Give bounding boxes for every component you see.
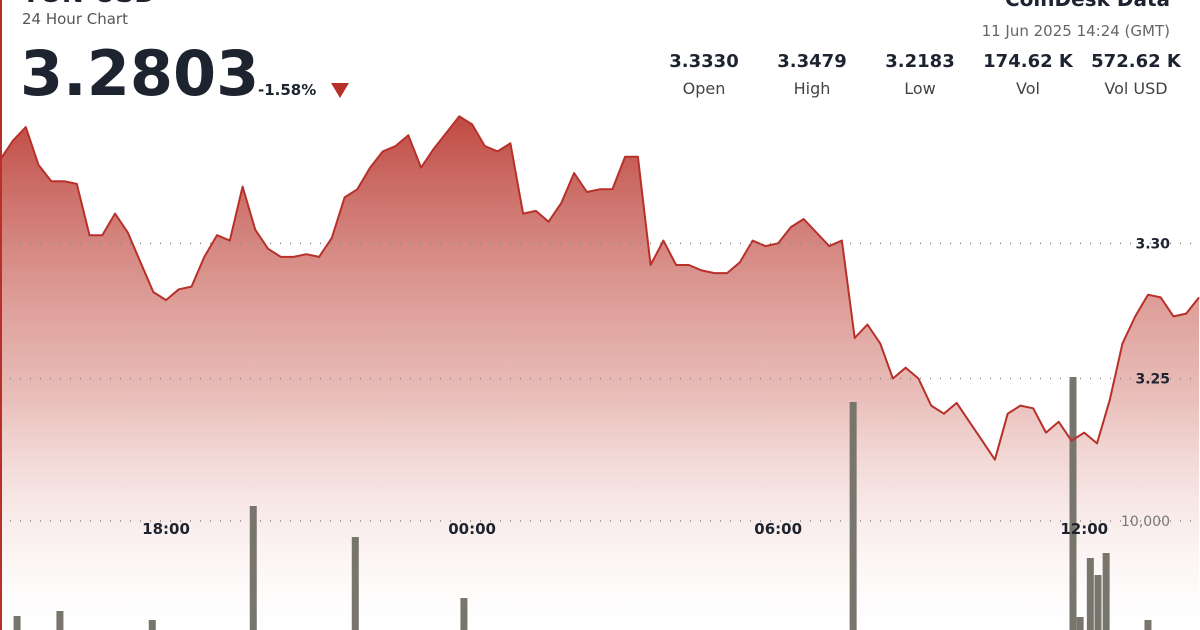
area bbox=[0, 116, 1199, 630]
timestamp: 11 Jun 2025 14:24 (GMT) bbox=[982, 22, 1170, 40]
x-tick-label: 12:00 bbox=[1060, 520, 1108, 538]
volume-bar bbox=[1102, 553, 1110, 630]
volume-bar bbox=[1076, 616, 1084, 630]
volume-bar bbox=[460, 597, 468, 630]
price: 3.2803 bbox=[20, 37, 259, 110]
x-tick-label: 00:00 bbox=[448, 520, 496, 538]
change: -1.58% bbox=[258, 81, 316, 99]
volume-bar bbox=[148, 620, 156, 630]
x-tick-label: 06:00 bbox=[754, 520, 802, 538]
stat-label: High bbox=[794, 79, 831, 98]
volume-bar bbox=[1069, 377, 1077, 630]
price-line bbox=[0, 115, 1200, 461]
stat-label: Vol USD bbox=[1104, 79, 1167, 98]
stat-label: Vol bbox=[1016, 79, 1040, 98]
volume-bar bbox=[1086, 557, 1094, 630]
y2-tick-label: 10,000 bbox=[1121, 514, 1170, 530]
volume-bar bbox=[1094, 575, 1102, 630]
stat-value: 174.62 K bbox=[983, 51, 1074, 72]
stat-value: 572.62 K bbox=[1091, 51, 1182, 72]
stat-value: 3.2183 bbox=[885, 51, 954, 72]
left-edge bbox=[0, 0, 2, 630]
y-tick-label: 3.25 bbox=[1135, 372, 1170, 388]
volume-bar bbox=[849, 402, 857, 630]
volume-bar bbox=[1144, 620, 1152, 630]
stat-value: 3.3479 bbox=[777, 51, 846, 72]
brand: CoinDesk Data bbox=[1005, 0, 1170, 11]
volume-bar bbox=[56, 611, 64, 630]
stat-value: 3.3330 bbox=[669, 51, 738, 72]
subtitle: 24 Hour Chart bbox=[22, 10, 128, 28]
volume-bar bbox=[351, 537, 359, 630]
stat-label: Low bbox=[904, 79, 936, 98]
volume-bar bbox=[249, 506, 257, 630]
volume-bar bbox=[13, 616, 21, 630]
x-tick-label: 18:00 bbox=[142, 520, 190, 538]
chart-title: TON-USD bbox=[22, 0, 156, 9]
stat-label: Open bbox=[683, 79, 726, 98]
y-tick-label: 3.30 bbox=[1135, 236, 1170, 252]
down-arrow bbox=[331, 83, 349, 98]
